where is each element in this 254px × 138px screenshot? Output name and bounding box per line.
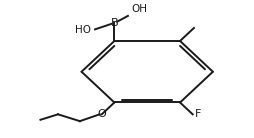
Text: B: B: [110, 18, 118, 28]
Text: F: F: [195, 109, 202, 119]
Text: HO: HO: [75, 25, 91, 35]
Text: O: O: [97, 109, 106, 119]
Text: OH: OH: [132, 4, 148, 14]
